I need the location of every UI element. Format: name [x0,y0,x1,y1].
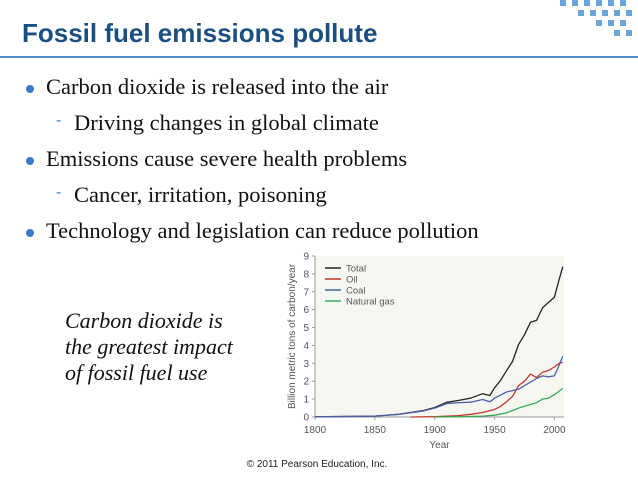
bullet-text: Technology and legislation can reduce po… [46,218,479,243]
x-tick-label: 1900 [424,425,447,436]
callout-line: Carbon dioxide is [65,308,223,333]
x-tick-label: 1800 [304,425,327,436]
sub-bullet-dash: - [56,184,62,201]
y-tick-label: 9 [303,252,309,263]
emissions-line-chart: 0 1 2 3 4 5 6 7 8 9 1800 1850 1900 1950 2000 Year Billio… [287,252,566,452]
y-tick-label: 5 [303,323,309,334]
bullet-text: Emissions cause severe health problems [46,146,408,171]
x-tick-label: 1850 [364,425,387,436]
sub-bullet-dash: - [56,112,62,129]
y-axis-label: Billion metric tons of carbon/year [287,263,298,409]
series-line-oil [410,361,563,418]
x-axis-label: Year [429,440,450,451]
series-line-coal [314,355,564,418]
bullet-dot [26,85,34,93]
legend-label: Coal [346,286,366,297]
title-divider [0,56,638,58]
x-tick-label: 1950 [483,425,506,436]
sub-bullet-text: Cancer, irritation, poisoning [74,182,327,207]
bullet-dot [26,229,34,237]
credit-text: © 2011 Pearson Education, Inc. [246,459,388,470]
bullet-text: Carbon dioxide is released into the air [46,74,389,99]
plot-area [315,256,564,417]
y-tick-label: 7 [303,287,309,298]
corner-decoration [560,0,632,36]
x-tick-label: 2000 [543,425,566,436]
legend-label: Natural gas [346,297,395,308]
bullet-dot [26,157,34,165]
y-tick-label: 3 [303,359,309,370]
legend-label: Total [346,264,366,275]
sub-bullet-text: Driving changes in global climate [74,110,379,135]
callout-text: Carbon dioxide is the greatest impact of… [65,308,233,386]
legend-label: Oil [346,275,358,286]
y-tick-label: 6 [303,305,309,316]
y-tick-label: 0 [303,413,309,424]
slide-title: Fossil fuel emissions pollute [22,18,378,48]
copyright-credit: © 2011 Pearson Education, Inc. [0,459,638,470]
y-tick-label: 1 [303,395,309,406]
y-tick-label: 8 [303,269,309,280]
y-tick-label: 4 [303,341,309,352]
callout-line: of fossil fuel use [65,360,208,385]
y-tick-label: 2 [303,377,309,388]
series-line-natural-gas [434,387,564,418]
callout-line: the greatest impact [65,334,233,359]
